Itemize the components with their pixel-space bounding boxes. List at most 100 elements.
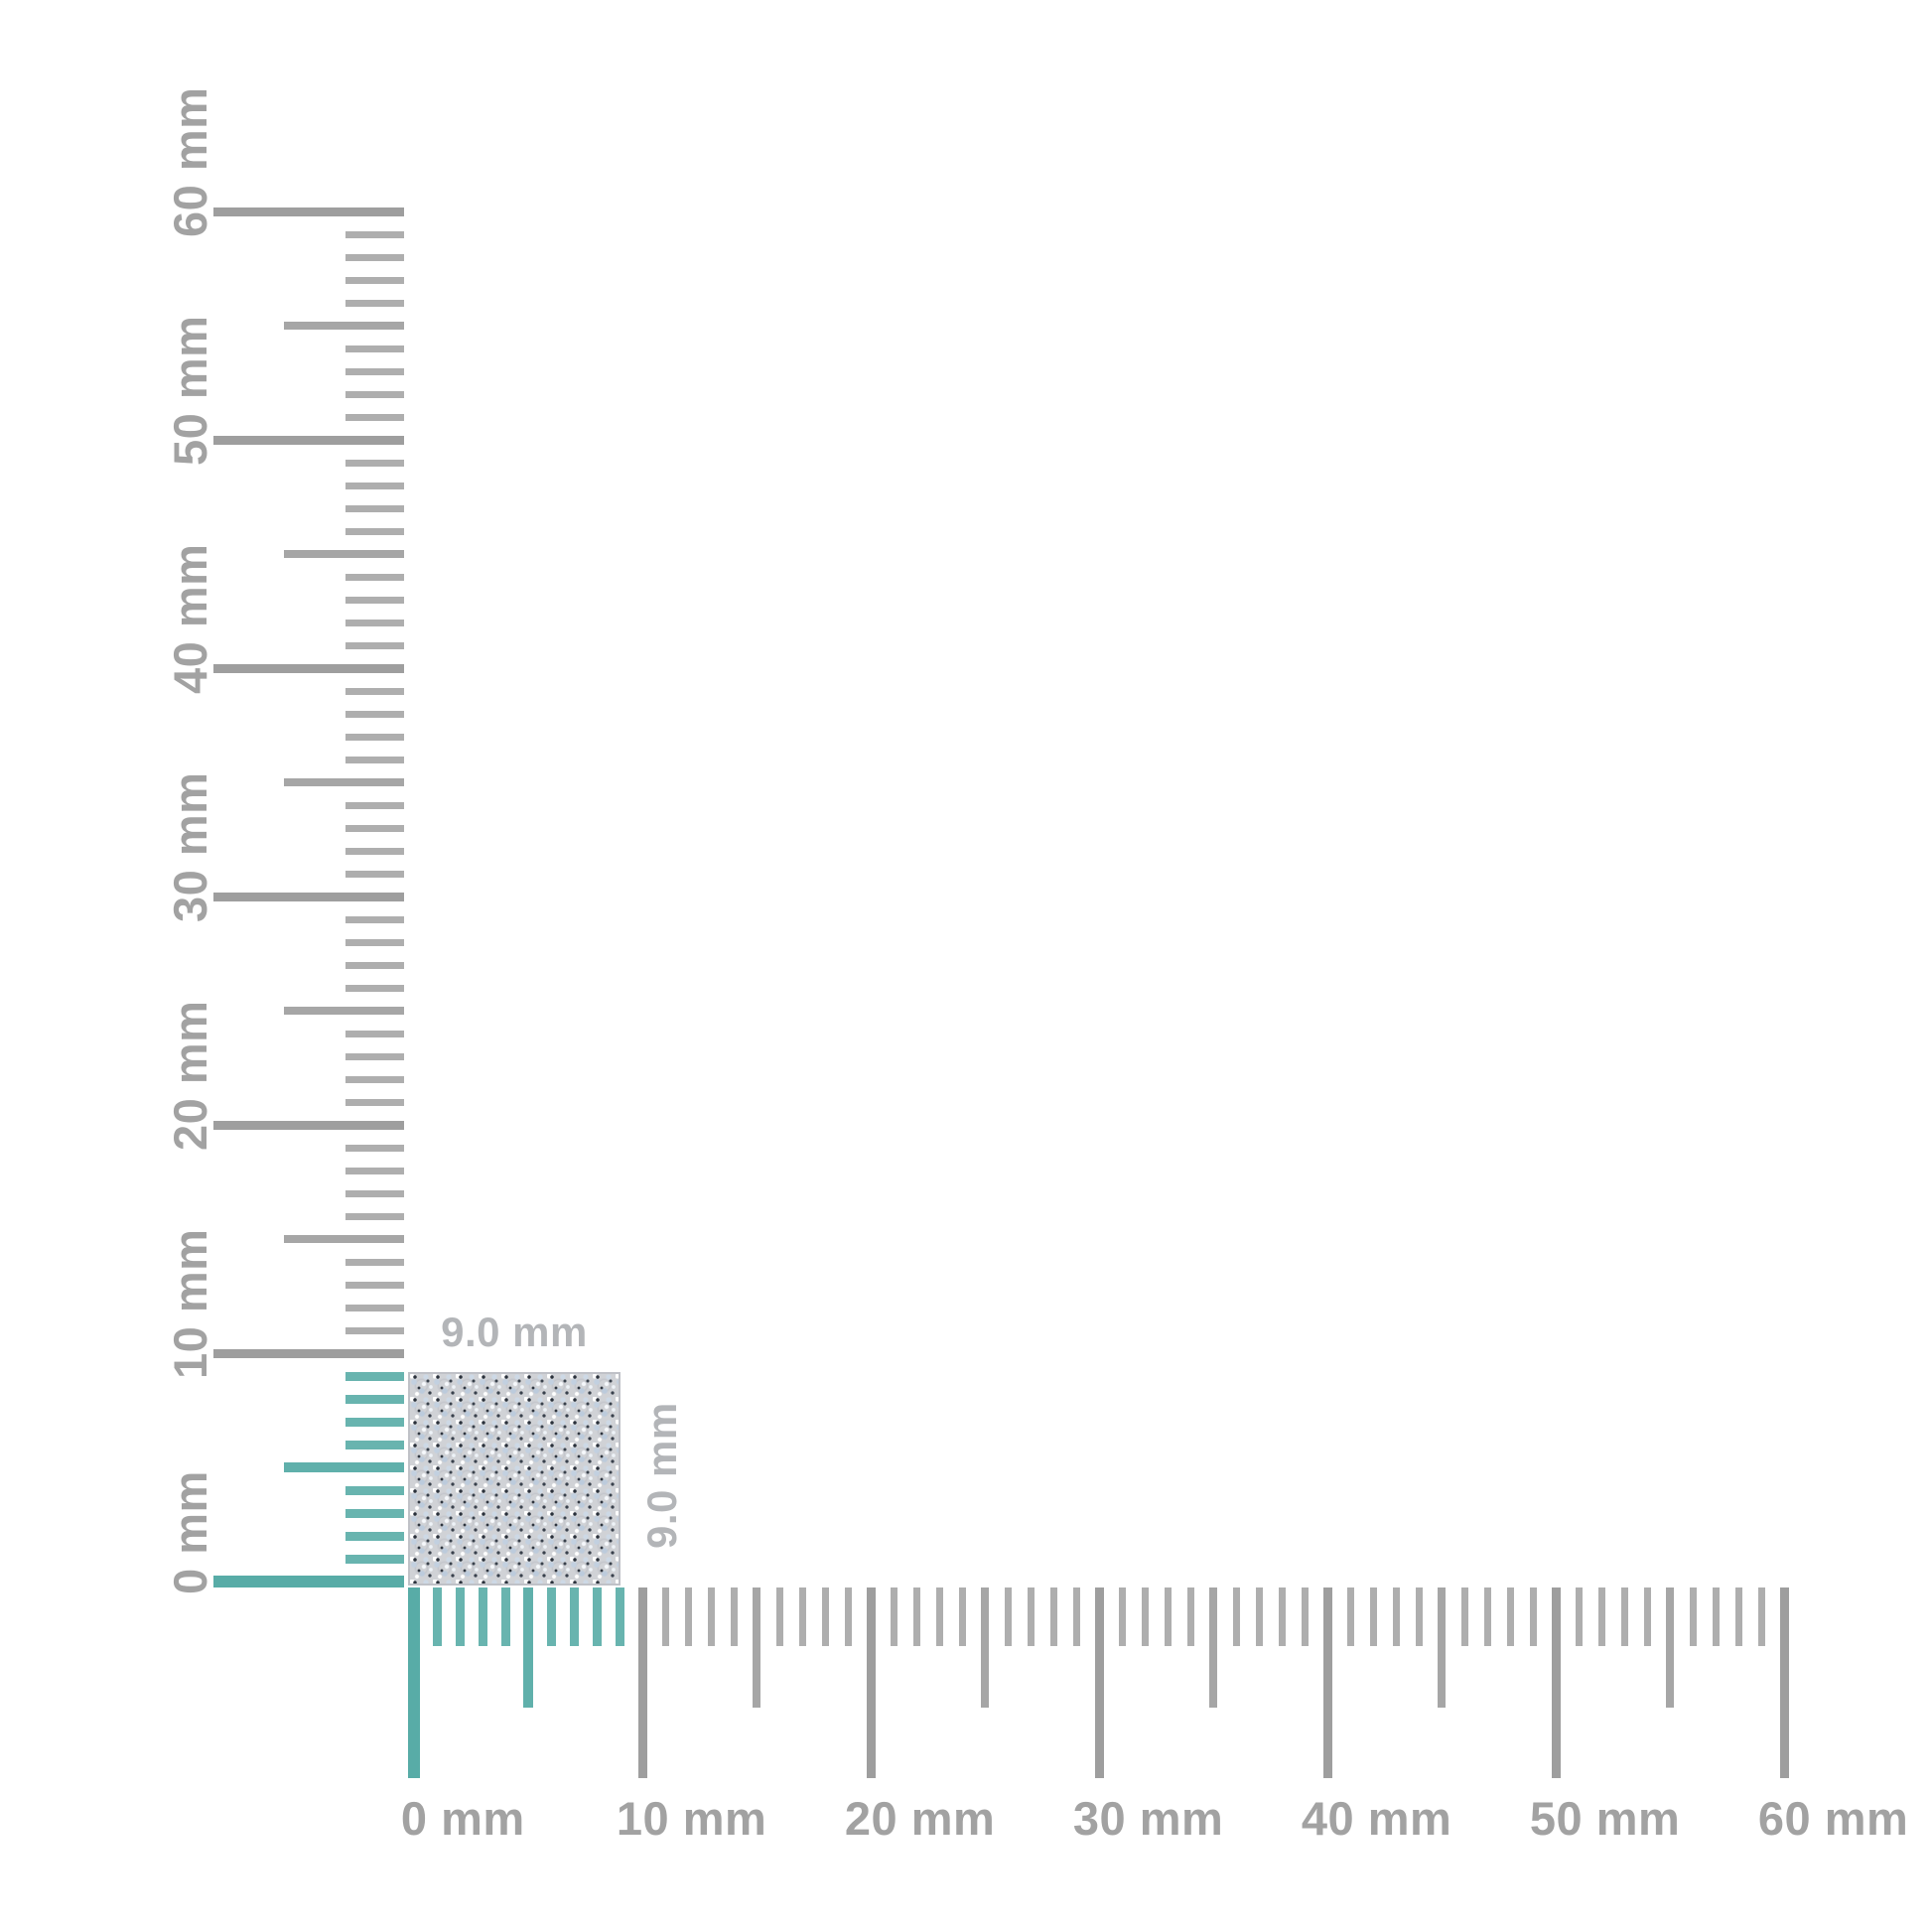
- v-ruler-tick-minor: [345, 756, 404, 763]
- v-ruler-tick-minor: [345, 1098, 404, 1106]
- h-ruler-tick-minor: [1164, 1587, 1172, 1646]
- v-ruler-tick-mid: [284, 322, 404, 330]
- h-ruler-label-40mm: 40 mm: [1301, 1792, 1452, 1845]
- h-ruler-tick-minor: [1369, 1587, 1377, 1646]
- h-ruler-tick-minor: [1301, 1587, 1309, 1646]
- v-ruler-label-60mm: 60 mm: [164, 86, 216, 238]
- v-ruler-tick-minor: [345, 1371, 404, 1381]
- v-ruler-tick-minor: [345, 961, 404, 969]
- h-ruler-tick-minor: [798, 1587, 806, 1646]
- v-ruler-tick-minor: [345, 276, 404, 284]
- h-ruler-tick-minor: [730, 1587, 738, 1646]
- h-ruler-label-10mm: 10 mm: [616, 1792, 767, 1845]
- v-ruler-tick-major: [213, 1348, 404, 1358]
- h-ruler-tick-minor: [1575, 1587, 1583, 1646]
- v-ruler-tick-minor: [345, 1189, 404, 1197]
- h-ruler-tick-minor: [569, 1587, 579, 1646]
- v-ruler-tick-minor: [345, 733, 404, 741]
- h-ruler-tick-minor: [546, 1587, 556, 1646]
- v-ruler-label-0mm: 0 mm: [164, 1470, 216, 1594]
- h-ruler-tick-mid: [523, 1587, 533, 1708]
- h-ruler-tick-minor: [432, 1587, 442, 1646]
- v-ruler-tick-minor: [345, 413, 404, 421]
- h-ruler-label-0mm: 0 mm: [400, 1792, 525, 1845]
- v-ruler-tick-minor: [345, 1417, 404, 1427]
- h-ruler-tick-major: [408, 1587, 420, 1778]
- h-ruler-tick-minor: [1643, 1587, 1651, 1646]
- h-ruler-tick-minor: [592, 1587, 602, 1646]
- v-ruler-label-30mm: 30 mm: [164, 771, 216, 923]
- v-ruler-tick-minor: [345, 915, 404, 923]
- v-ruler-tick-minor: [345, 1030, 404, 1037]
- object-width-label: 9.0 mm: [441, 1309, 588, 1355]
- h-ruler-tick-minor: [1460, 1587, 1468, 1646]
- h-ruler-tick-minor: [478, 1587, 487, 1646]
- h-ruler-tick-minor: [775, 1587, 783, 1646]
- v-ruler-label-10mm: 10 mm: [164, 1228, 216, 1380]
- v-ruler-tick-minor: [345, 482, 404, 489]
- v-ruler-tick-minor: [345, 1304, 404, 1311]
- h-ruler-tick-minor: [1392, 1587, 1400, 1646]
- v-ruler-tick-minor: [345, 1440, 404, 1449]
- v-ruler-tick-minor: [345, 1212, 404, 1220]
- h-ruler-tick-minor: [1506, 1587, 1514, 1646]
- h-ruler-tick-major: [1551, 1587, 1561, 1778]
- h-ruler-tick-minor: [1186, 1587, 1194, 1646]
- h-ruler-tick-minor: [1278, 1587, 1286, 1646]
- h-ruler-tick-minor: [500, 1587, 510, 1646]
- v-ruler-tick-minor: [345, 1281, 404, 1289]
- h-ruler-tick-mid: [1209, 1587, 1217, 1708]
- h-ruler-tick-minor: [684, 1587, 692, 1646]
- v-ruler-tick-minor: [345, 687, 404, 695]
- v-ruler-tick-minor: [345, 641, 404, 649]
- h-ruler-tick-minor: [1027, 1587, 1035, 1646]
- v-ruler-tick-minor: [345, 1508, 404, 1518]
- h-ruler-tick-major: [866, 1587, 876, 1778]
- h-ruler-tick-mid: [1438, 1587, 1446, 1708]
- v-ruler-tick-minor: [345, 870, 404, 878]
- h-ruler-label-60mm: 60 mm: [1757, 1792, 1909, 1845]
- h-ruler-tick-minor: [1734, 1587, 1742, 1646]
- v-ruler-tick-mid: [284, 778, 404, 786]
- v-ruler-tick-minor: [345, 847, 404, 855]
- h-ruler-tick-minor: [821, 1587, 829, 1646]
- v-ruler-tick-major: [213, 435, 404, 445]
- v-ruler-tick-major: [213, 207, 404, 216]
- h-ruler-tick-minor: [1529, 1587, 1537, 1646]
- h-ruler-tick-minor: [1689, 1587, 1697, 1646]
- v-ruler-tick-minor: [345, 367, 404, 375]
- h-ruler-tick-minor: [1232, 1587, 1240, 1646]
- v-ruler-tick-minor: [345, 459, 404, 467]
- h-ruler-label-50mm: 50 mm: [1529, 1792, 1681, 1845]
- h-ruler-tick-minor: [890, 1587, 897, 1646]
- h-ruler-tick-minor: [1483, 1587, 1491, 1646]
- h-ruler-tick-minor: [1415, 1587, 1423, 1646]
- h-ruler-tick-minor: [1712, 1587, 1720, 1646]
- v-ruler-tick-minor: [345, 573, 404, 581]
- measured-object-swatch: [408, 1372, 621, 1586]
- object-height-label: 9.0 mm: [638, 1402, 685, 1549]
- v-ruler-tick-minor: [345, 1531, 404, 1541]
- v-ruler-tick-minor: [345, 938, 404, 946]
- v-ruler-tick-minor: [345, 1258, 404, 1266]
- h-ruler-tick-minor: [1597, 1587, 1605, 1646]
- v-ruler-tick-major: [213, 1576, 404, 1587]
- h-ruler-tick-minor: [455, 1587, 465, 1646]
- v-ruler-tick-minor: [345, 596, 404, 604]
- v-ruler-tick-minor: [345, 619, 404, 626]
- v-ruler-tick-minor: [345, 801, 404, 809]
- v-ruler-tick-minor: [345, 299, 404, 307]
- h-ruler-tick-mid: [753, 1587, 760, 1708]
- v-ruler-tick-minor: [345, 1052, 404, 1060]
- h-ruler-tick-minor: [1757, 1587, 1765, 1646]
- v-ruler-tick-minor: [345, 1394, 404, 1404]
- v-ruler-tick-minor: [345, 710, 404, 718]
- h-ruler-tick-minor: [1118, 1587, 1126, 1646]
- v-ruler-tick-mid: [284, 1462, 404, 1472]
- v-ruler-label-50mm: 50 mm: [164, 315, 216, 467]
- h-ruler-tick-major: [637, 1587, 647, 1778]
- h-ruler-tick-minor: [958, 1587, 966, 1646]
- v-ruler-tick-minor: [345, 1485, 404, 1495]
- h-ruler-tick-minor: [707, 1587, 715, 1646]
